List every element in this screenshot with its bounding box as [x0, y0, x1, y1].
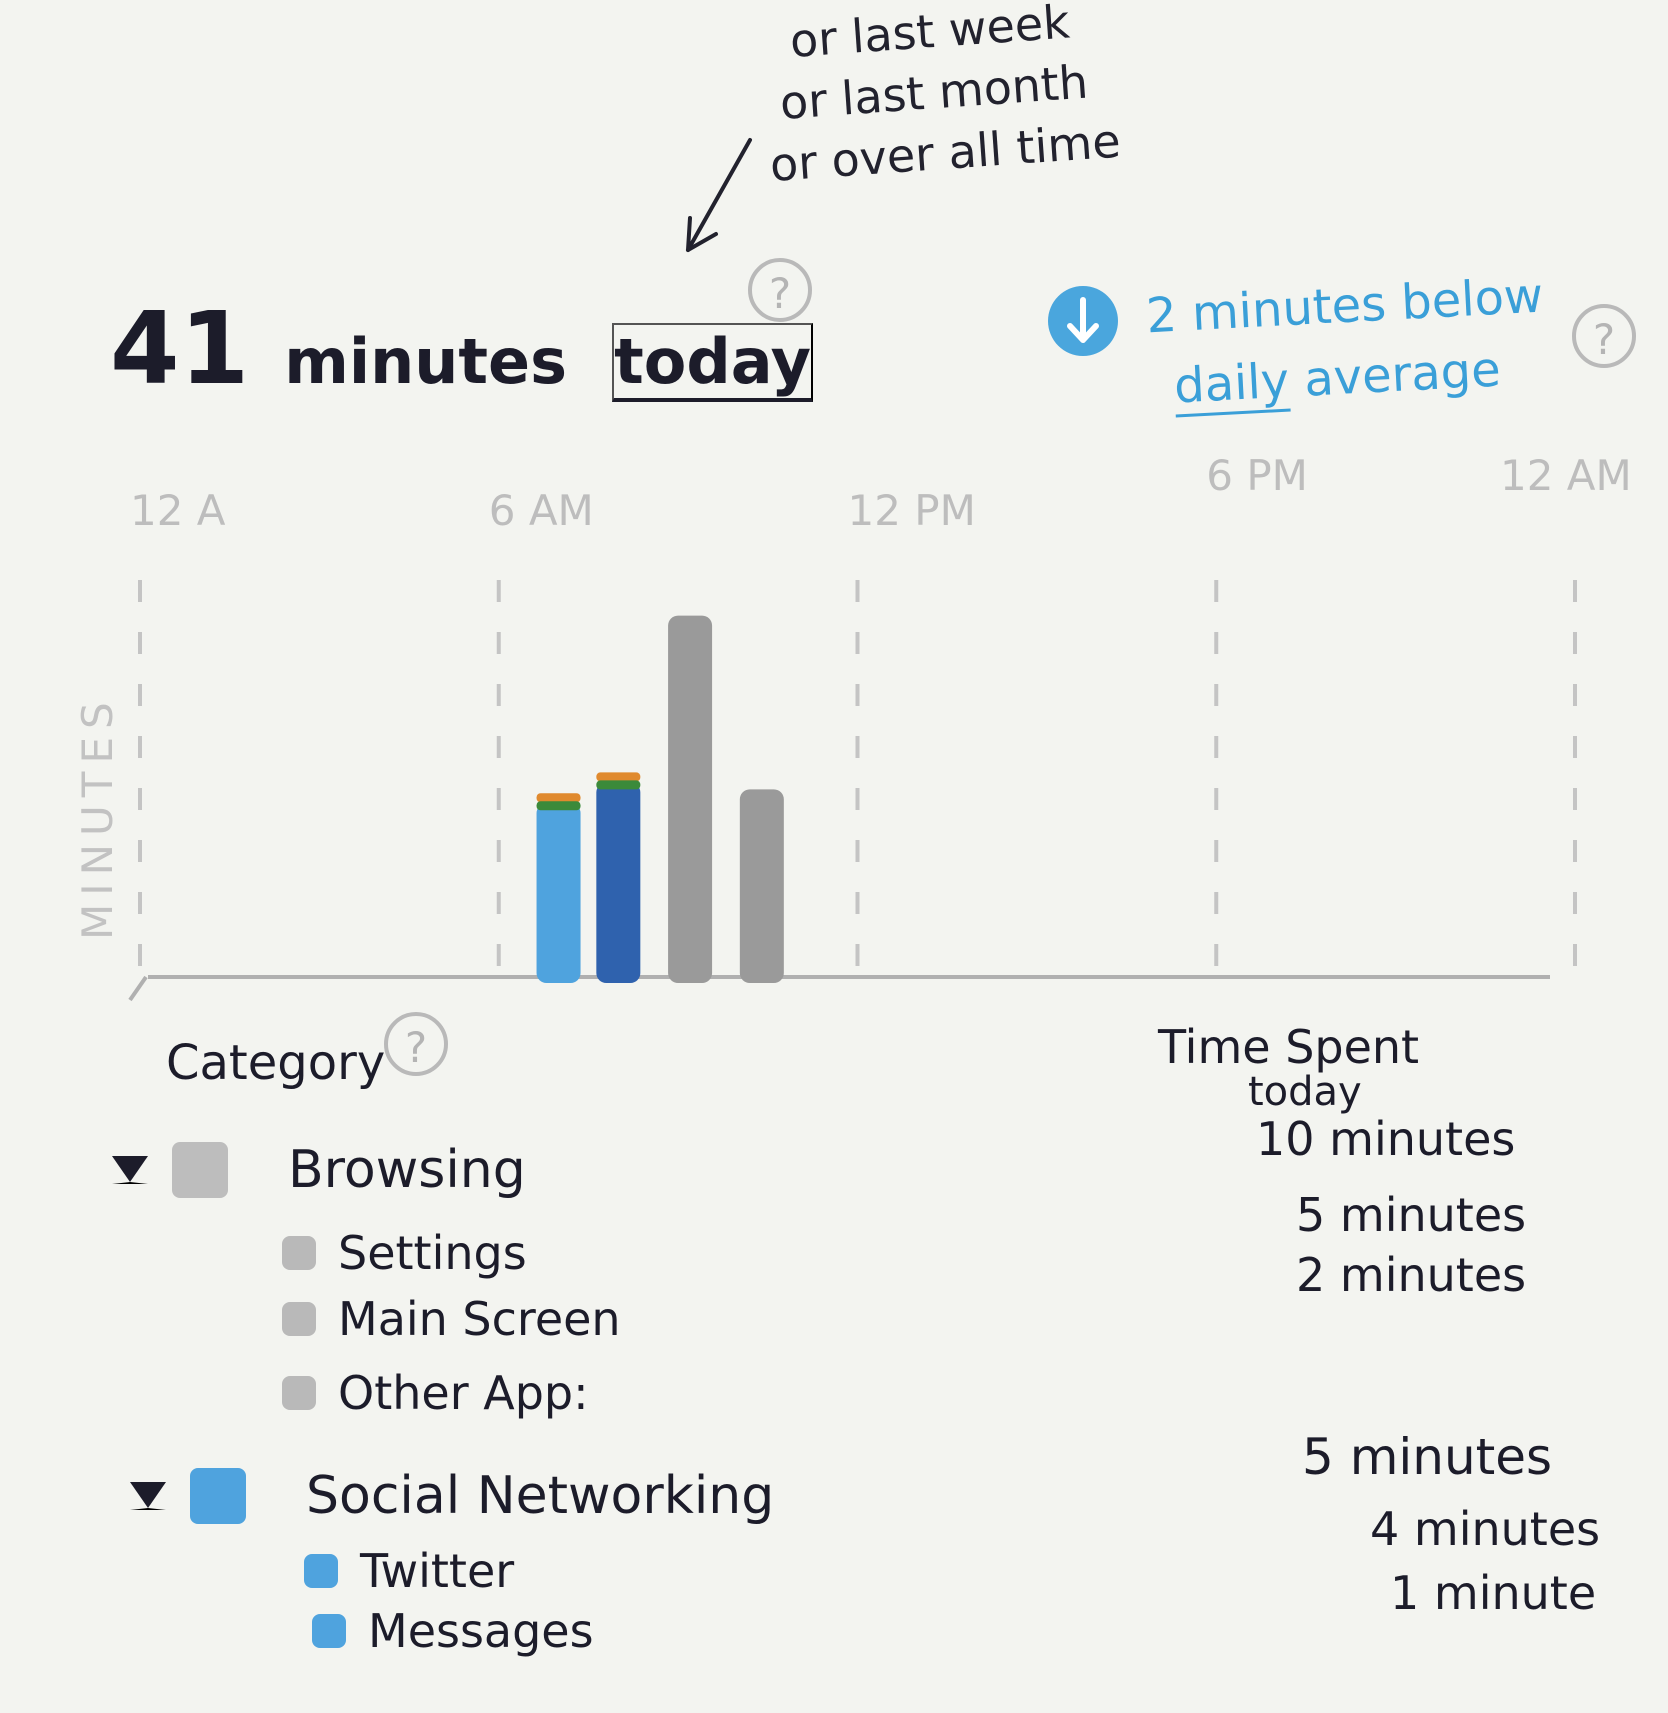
collapse-caret-icon[interactable]: [130, 1482, 166, 1510]
daily-average-comparison: 2 minutes below daily average: [1048, 262, 1648, 422]
app-swatch: [282, 1376, 316, 1410]
average-text: average: [1303, 341, 1502, 407]
category-swatch: [172, 1142, 228, 1198]
app-swatch: [282, 1236, 316, 1270]
category-header: Category: [166, 1035, 385, 1091]
app-label: Other App:: [338, 1366, 589, 1420]
app-row-twitter[interactable]: Twitter: [304, 1544, 514, 1598]
app-row-messages[interactable]: Messages: [312, 1604, 594, 1658]
x-tick-label: 6 AM: [489, 486, 594, 535]
total-time-headline: 41 minutes today: [110, 290, 813, 407]
bar-segment-cap: [596, 772, 640, 781]
app-swatch: [312, 1614, 346, 1648]
usage-bar[interactable]: [740, 789, 784, 983]
total-minutes-unit: minutes: [284, 325, 567, 398]
x-tick-label: 6 PM: [1206, 451, 1308, 500]
app-row-other-app[interactable]: Other App:: [282, 1366, 589, 1420]
app-row-main-screen[interactable]: Main Screen: [282, 1292, 621, 1346]
x-tick-label: 12 AM: [1500, 451, 1632, 500]
time-value: 4 minutes: [1370, 1502, 1600, 1556]
usage-bar[interactable]: [668, 616, 712, 983]
usage-bar[interactable]: [596, 782, 640, 983]
app-label: Twitter: [360, 1544, 514, 1598]
app-label: Settings: [338, 1226, 527, 1280]
app-label: Messages: [368, 1604, 594, 1658]
question-circle-icon[interactable]: ?: [384, 1012, 448, 1076]
category-row-social-networking[interactable]: Social Networking: [130, 1466, 774, 1526]
usage-bar[interactable]: [537, 803, 581, 983]
question-circle-icon[interactable]: ?: [1572, 304, 1636, 368]
time-spent-header: Time Spent today: [1158, 1020, 1419, 1110]
daily-link[interactable]: daily: [1173, 353, 1291, 418]
period-alternatives-note: or last week or last month or over all t…: [770, 10, 1330, 196]
category-label: Browsing: [288, 1140, 526, 1200]
time-value: 2 minutes: [1296, 1248, 1526, 1302]
time-value: 5 minutes: [1302, 1428, 1552, 1486]
app-label: Main Screen: [338, 1292, 621, 1346]
x-tick-label: 12 A: [130, 486, 226, 535]
bar-segment-cap: [596, 780, 640, 789]
app-row-settings[interactable]: Settings: [282, 1226, 527, 1280]
arrow-down-circle-icon: [1048, 286, 1118, 356]
app-swatch: [282, 1302, 316, 1336]
time-value: 5 minutes: [1296, 1188, 1526, 1242]
app-swatch: [304, 1554, 338, 1588]
usage-bar-chart: 12 A 6 AM 12 PM 6 PM 12 AM MINUTES: [0, 440, 1668, 1020]
total-minutes-value: 41: [110, 290, 249, 407]
bar-segment-cap: [537, 793, 581, 802]
collapse-caret-icon[interactable]: [112, 1156, 148, 1184]
bar-segment-cap: [537, 801, 581, 810]
period-selector-button[interactable]: today: [612, 323, 813, 402]
category-swatch: [190, 1468, 246, 1524]
x-tick-label: 12 PM: [848, 486, 976, 535]
time-value: 10 minutes: [1256, 1112, 1515, 1166]
pointer-arrow-icon: [670, 130, 780, 270]
y-axis-label: MINUTES: [73, 694, 122, 940]
y-axis-tick: [130, 977, 146, 1000]
category-label: Social Networking: [306, 1466, 774, 1526]
time-value: 1 minute: [1390, 1566, 1596, 1620]
category-row-browsing[interactable]: Browsing: [112, 1140, 526, 1200]
question-circle-icon[interactable]: ?: [748, 258, 812, 322]
